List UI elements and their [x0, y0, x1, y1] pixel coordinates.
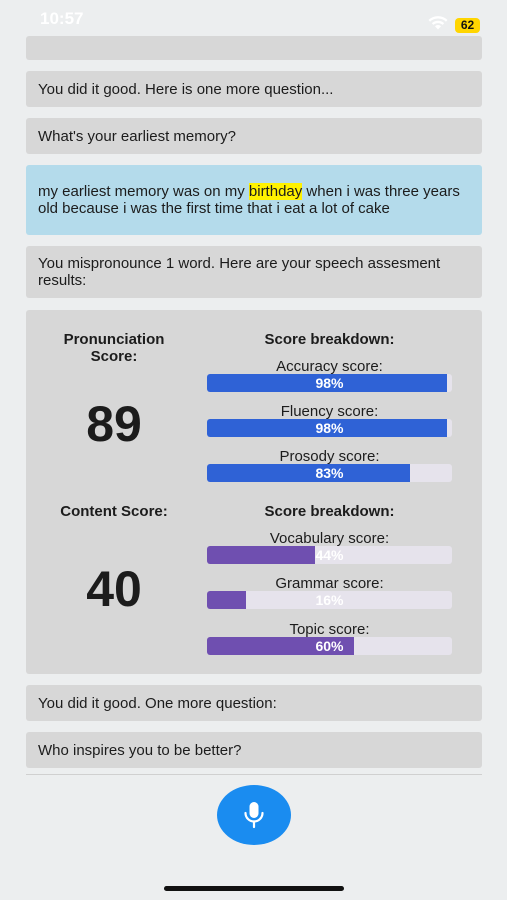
pronunciation-score-title: Pronunciation Score:	[63, 331, 165, 365]
vocabulary-score-fill	[207, 546, 315, 564]
bot-question-text: What's your earliest memory?	[38, 127, 236, 145]
previous-message-fragment	[26, 36, 482, 60]
content-score-title: Content Score:	[60, 503, 168, 520]
bot-question-text: Who inspires you to be better?	[38, 741, 242, 759]
topic-score-bar: 60%	[207, 637, 452, 655]
pronunciation-score-value: 89	[86, 396, 142, 452]
home-indicator	[164, 886, 344, 891]
status-time: 10:57	[40, 9, 84, 28]
grammar-score-label: Grammar score:	[275, 575, 384, 592]
vocabulary-score-value: 44%	[315, 547, 344, 563]
topic-score-fill	[207, 637, 354, 655]
prosody-score-value: 83%	[315, 465, 344, 481]
user-answer: my earliest memory was on my birthday wh…	[26, 165, 482, 235]
mispronounced-word[interactable]: birthday	[248, 183, 303, 200]
user-answer-text: my earliest memory was on my birthday wh…	[38, 183, 460, 217]
accuracy-score-value: 98%	[315, 375, 344, 391]
bot-message-text: You did it good. One more question:	[38, 694, 277, 712]
wifi-icon	[428, 16, 448, 30]
pronunciation-breakdown-title: Score breakdown:	[264, 331, 395, 348]
bot-question: What's your earliest memory?	[26, 118, 482, 154]
bot-message: You did it good. One more question:	[26, 685, 482, 721]
content-breakdown-title: Score breakdown:	[264, 503, 395, 520]
bot-message-text: You did it good. Here is one more questi…	[38, 80, 334, 98]
fluency-score-fill	[207, 419, 448, 437]
speech-assessment-card: Pronunciation Score: 89 Score breakdown:…	[26, 310, 482, 674]
vocabulary-score-label: Vocabulary score:	[269, 530, 390, 547]
battery-indicator: 62	[455, 18, 480, 33]
grammar-score-bar: 16%	[207, 591, 452, 609]
accuracy-score-bar: 98%	[207, 374, 452, 392]
prosody-score-label: Prosody score:	[279, 448, 380, 465]
microphone-icon	[244, 802, 264, 829]
bot-feedback: You mispronounce 1 word. Here are your s…	[26, 246, 482, 298]
status-bar: 10:57 62	[0, 0, 507, 40]
fluency-score-value: 98%	[315, 420, 344, 436]
fluency-score-bar: 98%	[207, 419, 452, 437]
divider	[26, 774, 482, 775]
prosody-score-bar: 83%	[207, 464, 452, 482]
chat-area[interactable]: You did it good. Here is one more questi…	[0, 0, 507, 776]
bot-feedback-text: You mispronounce 1 word. Here are your s…	[38, 255, 441, 289]
vocabulary-score-bar: 44%	[207, 546, 452, 564]
grammar-score-fill	[207, 591, 247, 609]
record-button[interactable]	[217, 785, 291, 845]
content-score-value: 40	[86, 561, 142, 617]
topic-score-label: Topic score:	[289, 621, 370, 638]
accuracy-score-fill	[207, 374, 448, 392]
fluency-score-label: Fluency score:	[280, 403, 379, 420]
prosody-score-fill	[207, 464, 411, 482]
bot-question: Who inspires you to be better?	[26, 732, 482, 768]
topic-score-value: 60%	[315, 638, 344, 654]
bot-message: You did it good. Here is one more questi…	[26, 71, 482, 107]
accuracy-score-label: Accuracy score:	[276, 358, 383, 375]
grammar-score-value: 16%	[315, 592, 344, 608]
